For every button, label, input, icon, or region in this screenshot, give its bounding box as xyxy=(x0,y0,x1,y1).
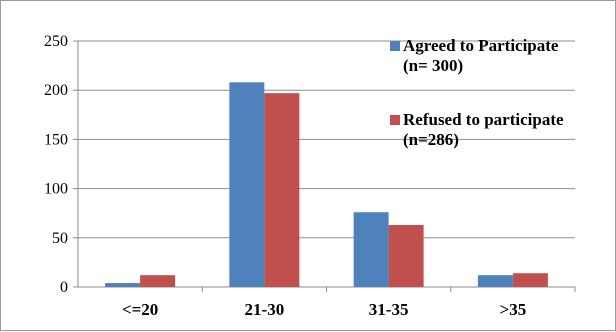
bar-agreed xyxy=(353,212,389,287)
y-tick-label: 250 xyxy=(44,33,68,50)
y-tick-label: 150 xyxy=(44,131,68,148)
legend-label: (n=286) xyxy=(403,130,459,149)
bar-agreed xyxy=(105,283,141,287)
x-tick-label: <=20 xyxy=(122,300,158,319)
bar-refused xyxy=(140,275,176,287)
bar-refused xyxy=(512,273,548,287)
legend-swatch xyxy=(390,41,400,51)
y-tick-label: 50 xyxy=(52,230,68,247)
legend-label: Agreed to Participate xyxy=(403,36,559,55)
legend-swatch xyxy=(390,115,400,125)
bar-agreed xyxy=(477,275,513,287)
x-tick-label: 21-30 xyxy=(245,300,285,319)
y-tick-label: 100 xyxy=(44,181,68,198)
bar-refused xyxy=(264,93,300,287)
x-tick-label: 31-35 xyxy=(369,300,409,319)
bar-agreed xyxy=(229,82,265,287)
legend-label: Refused to participate xyxy=(403,110,564,129)
bar-refused xyxy=(388,225,424,287)
y-tick-label: 200 xyxy=(44,82,68,99)
legend-label: (n= 300) xyxy=(403,56,463,75)
x-tick-label: >35 xyxy=(500,300,527,319)
y-tick-label: 0 xyxy=(60,279,68,296)
